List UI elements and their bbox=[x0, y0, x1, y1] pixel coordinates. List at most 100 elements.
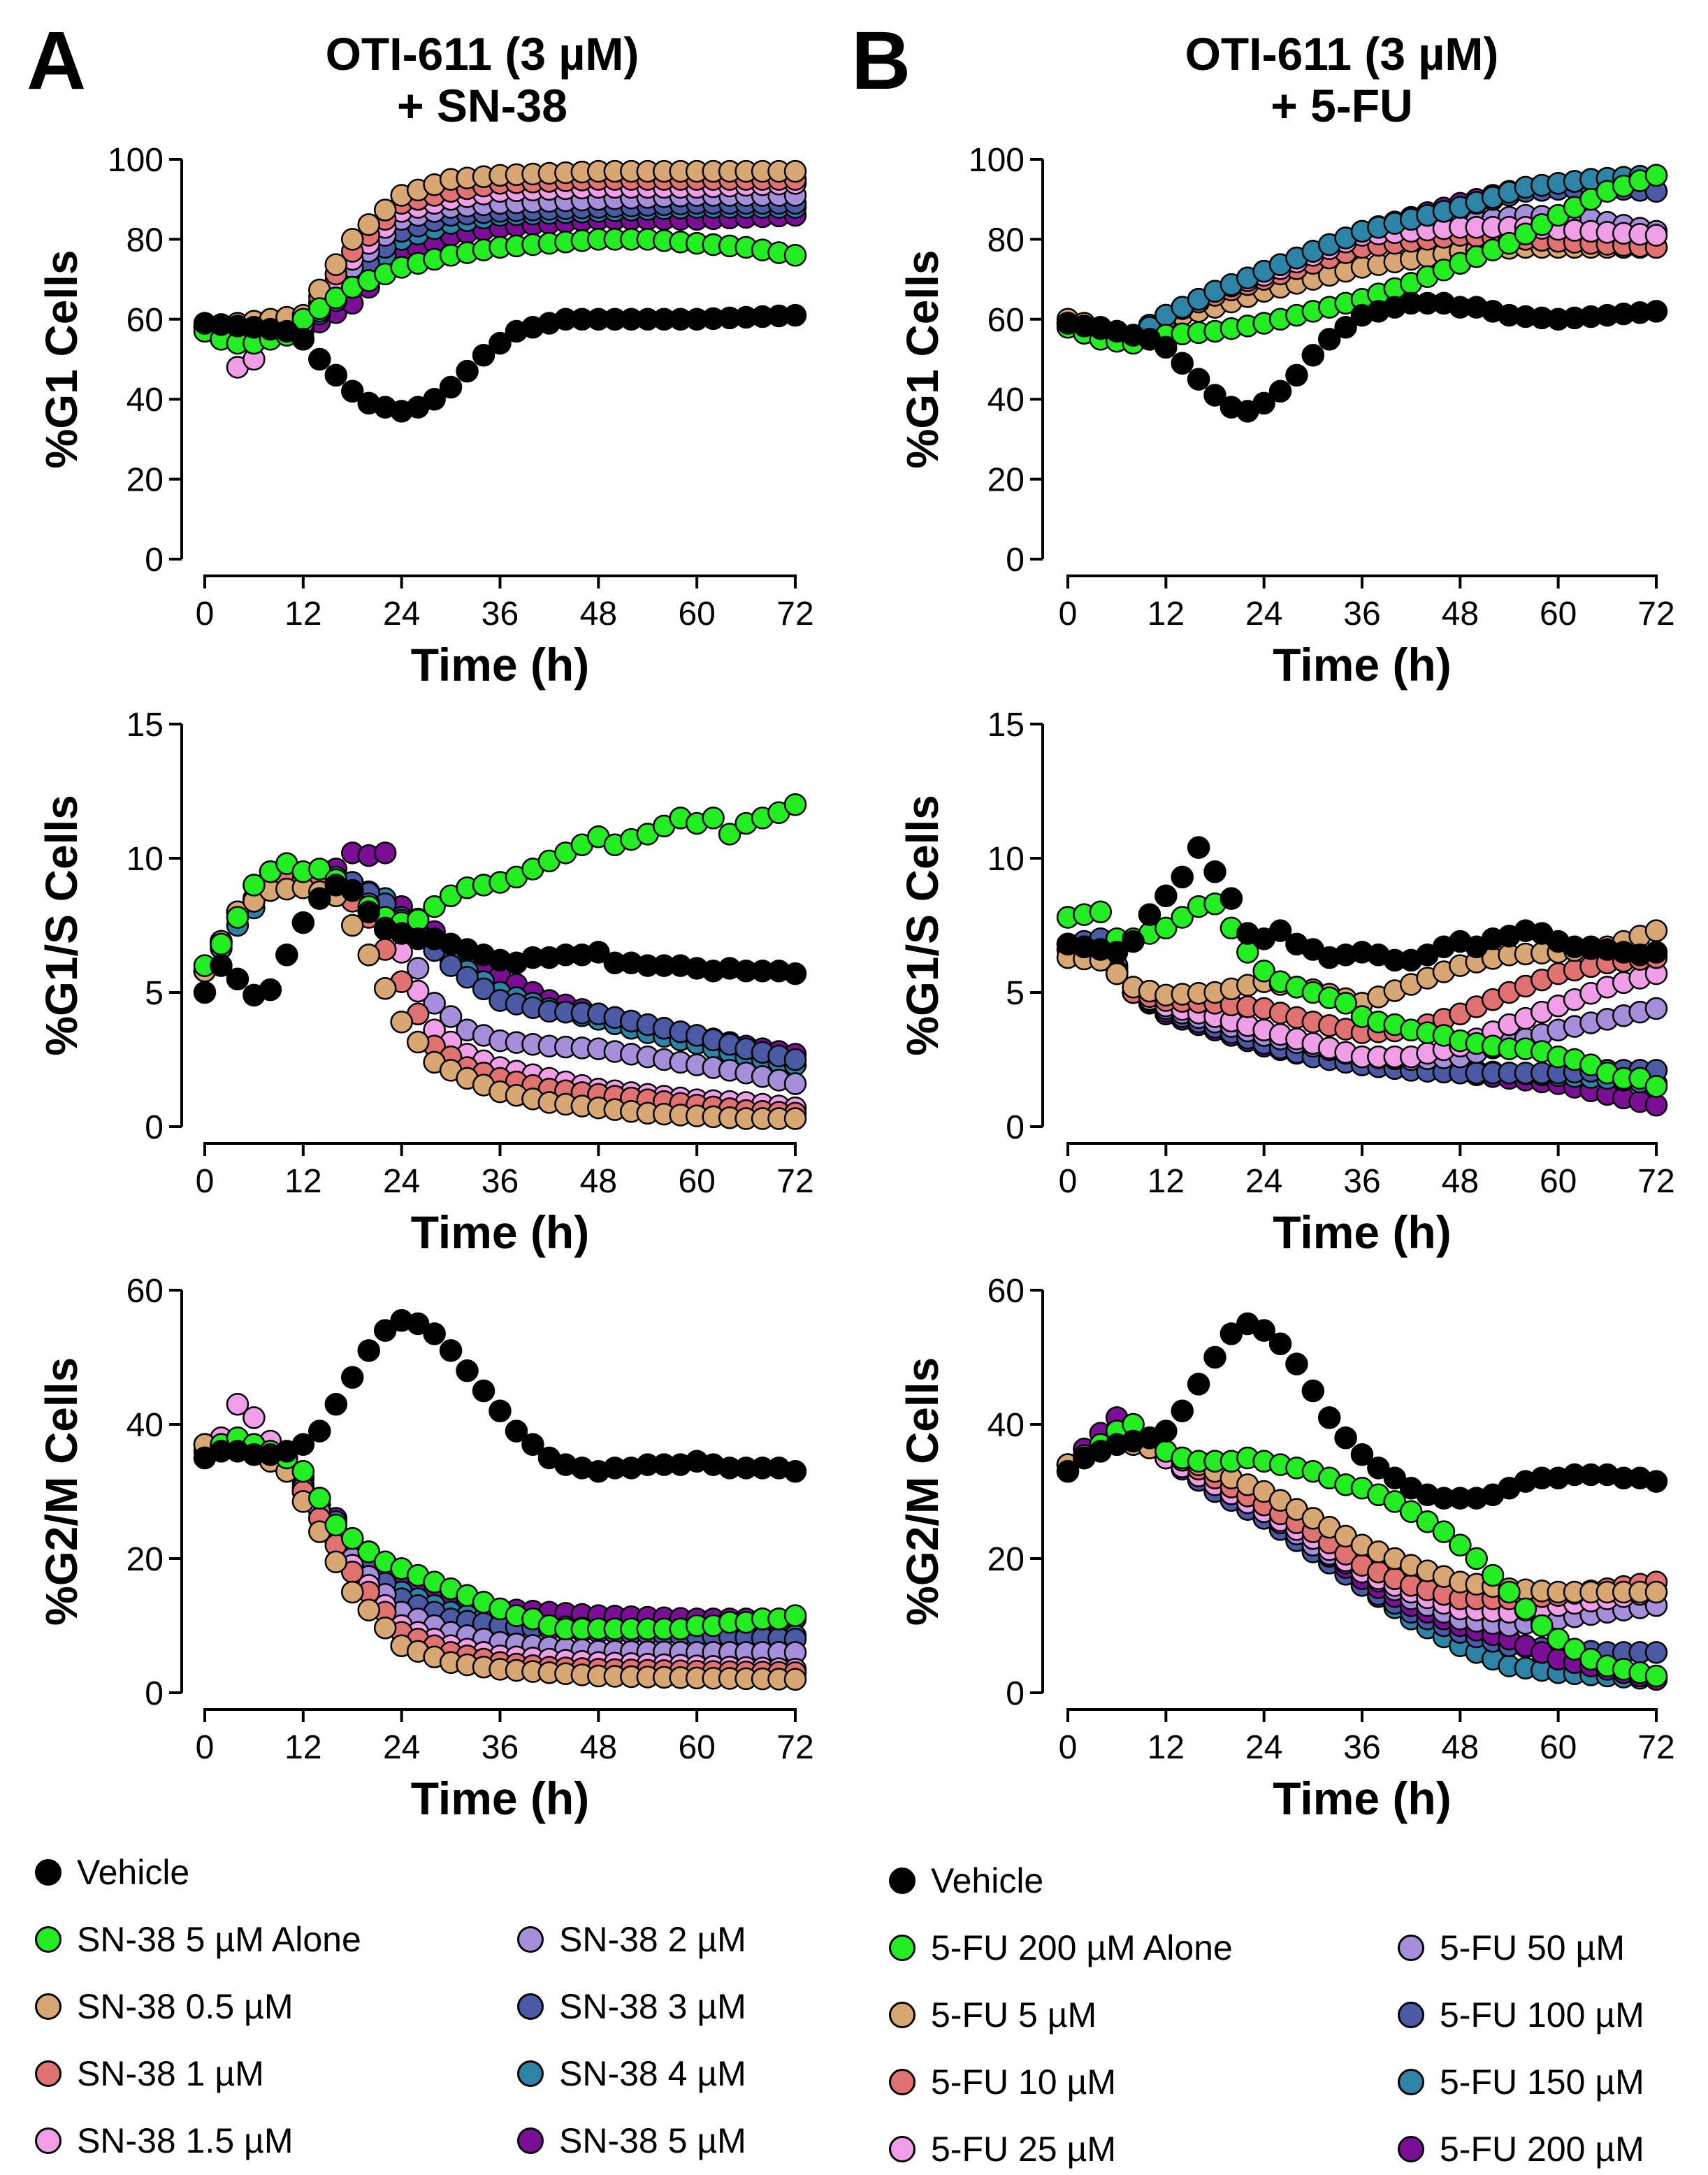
x-tick-label: 24 bbox=[383, 1729, 420, 1766]
data-point-5-fu-50-m bbox=[1644, 997, 1668, 1020]
legend-b-marker bbox=[889, 2002, 915, 2028]
legend-b-label: Vehicle bbox=[931, 1861, 1044, 1900]
x-tick-label: 36 bbox=[482, 1729, 519, 1766]
y-axis-label: %G1/S Cells bbox=[897, 795, 948, 1056]
data-point-sn-38-0-5-m bbox=[357, 213, 380, 236]
legend-b-item-vehicle: Vehicle bbox=[889, 1860, 1043, 1901]
data-point-sn-38-0-5-m bbox=[357, 1598, 380, 1621]
x-tick-label: 72 bbox=[1637, 595, 1674, 633]
data-point-5-fu-200-m-alone bbox=[1089, 900, 1113, 924]
y-tick-label: 0 bbox=[145, 1675, 164, 1712]
data-point-vehicle bbox=[1155, 884, 1178, 908]
data-point-vehicle bbox=[308, 347, 331, 371]
data-point-sn-38-0-5-m bbox=[373, 976, 397, 1000]
data-point-5-fu-200-m bbox=[1644, 1094, 1668, 1117]
x-axis-label: Time (h) bbox=[411, 1772, 589, 1824]
x-tick-label: 48 bbox=[1442, 595, 1479, 633]
legend-a-item-5: SN-38 5 µM bbox=[517, 2120, 746, 2161]
x-tick-label: 12 bbox=[284, 1163, 321, 1200]
x-tick-label: 24 bbox=[383, 595, 420, 633]
data-point-sn-38-5-m-alone bbox=[423, 895, 446, 918]
data-point-vehicle bbox=[1644, 300, 1668, 323]
x-tick-label: 48 bbox=[580, 595, 617, 633]
x-axis-label: Time (h) bbox=[411, 639, 589, 691]
data-point-vehicle bbox=[1383, 1466, 1407, 1490]
chart-b-g1s-percent-g1s: 0 5 10 15 0 12 24 36 48 60 72 Time (h) %G1/S Cells bbox=[897, 707, 1675, 1258]
legend-a-label: SN-38 0.5 µM bbox=[77, 1987, 294, 2026]
y-tick-label: 15 bbox=[126, 707, 164, 744]
data-point-sn-38-2-m bbox=[406, 957, 430, 980]
data-point-sn-38-5-m-alone bbox=[226, 906, 249, 929]
y-tick-label: 0 bbox=[1006, 542, 1025, 579]
y-tick-label: 15 bbox=[987, 707, 1025, 744]
legend-a-item-3: SN-38 3 µM bbox=[517, 1986, 746, 2027]
y-tick-label: 5 bbox=[145, 975, 164, 1012]
legend-a: Vehicle SN-38 5 µM Alone SN-38 0.5 µM SN… bbox=[35, 1852, 839, 2174]
data-point-vehicle bbox=[1268, 919, 1292, 942]
x-tick-label: 24 bbox=[1245, 1163, 1282, 1200]
x-tick-label: 36 bbox=[482, 595, 519, 633]
data-point-vehicle bbox=[1220, 1322, 1243, 1345]
data-point-sn-38-5-m-alone bbox=[783, 1604, 807, 1627]
data-point-vehicle bbox=[275, 943, 298, 967]
data-point-sn-38-2-m bbox=[423, 992, 446, 1015]
x-tick-label: 60 bbox=[1540, 1729, 1577, 1766]
x-tick-label: 24 bbox=[383, 1163, 420, 1200]
panel-b-title-line2: + 5-FU bbox=[1271, 80, 1413, 131]
data-point-5-fu-200-m-alone bbox=[1334, 992, 1357, 1015]
legend-a-item-0-5: SN-38 0.5 µM bbox=[35, 1986, 293, 2027]
data-point-vehicle bbox=[505, 1419, 528, 1443]
x-tick-label: 0 bbox=[1059, 595, 1078, 633]
y-tick-label: 5 bbox=[1006, 975, 1025, 1012]
chart-b-g1-percent-g1: 0 20 40 60 80 100 0 12 24 36 48 60 72 Time (h) %G1 Cel… bbox=[897, 142, 1675, 691]
data-point-vehicle bbox=[1334, 315, 1357, 339]
data-point-sn-38-1-5-m bbox=[226, 1392, 249, 1416]
data-point-sn-38-5-m-alone bbox=[324, 1513, 348, 1537]
legend-a-marker bbox=[35, 2127, 61, 2154]
data-point-vehicle bbox=[587, 941, 610, 964]
data-point-5-fu-200-m-alone bbox=[1481, 1563, 1505, 1587]
panel-letter-a: A bbox=[27, 15, 87, 107]
data-point-sn-38-5-m-alone bbox=[341, 1526, 364, 1550]
data-point-sn-38-5-m-alone bbox=[783, 244, 807, 267]
legend-b-item-100: 5-FU 100 µM bbox=[1398, 1995, 1644, 2035]
y-tick-label: 0 bbox=[145, 542, 164, 579]
data-point-vehicle bbox=[439, 375, 463, 399]
x-tick-label: 72 bbox=[1637, 1729, 1674, 1766]
data-point-vehicle bbox=[357, 900, 380, 924]
x-axis-label: Time (h) bbox=[1273, 1772, 1451, 1824]
data-point-sn-38-2-m bbox=[439, 1005, 463, 1028]
data-point-vehicle bbox=[1268, 380, 1292, 403]
legend-a-label: SN-38 1.5 µM bbox=[77, 2121, 294, 2160]
data-point-sn-38-3-m bbox=[456, 965, 479, 989]
legend-b-marker bbox=[1398, 2136, 1424, 2162]
panel-letter-b: B bbox=[851, 15, 911, 107]
data-point-5-fu-200-m-alone bbox=[1252, 960, 1275, 983]
panel-a-title-line1: OTI-611 (3 µM) bbox=[325, 28, 639, 80]
y-tick-label: 40 bbox=[126, 1407, 164, 1444]
data-point-vehicle bbox=[1301, 344, 1325, 367]
data-point-vehicle bbox=[1285, 1352, 1308, 1375]
x-tick-label: 60 bbox=[1540, 1163, 1577, 1200]
data-point-vehicle bbox=[1301, 1379, 1325, 1403]
y-tick-label: 40 bbox=[987, 382, 1025, 419]
panel-b-title-line1: OTI-611 (3 µM) bbox=[1185, 28, 1499, 80]
data-point-vehicle bbox=[1644, 941, 1668, 964]
legend-b-label: 5-FU 5 µM bbox=[931, 1995, 1097, 2035]
data-point-vehicle bbox=[423, 387, 446, 411]
x-tick-label: 48 bbox=[1442, 1729, 1479, 1766]
data-point-vehicle bbox=[324, 1392, 348, 1416]
data-point-vehicle bbox=[259, 978, 282, 1002]
data-point-sn-38-0-5-m bbox=[390, 1010, 413, 1034]
legend-b-label: 5-FU 50 µM bbox=[1440, 1928, 1625, 1967]
data-point-vehicle bbox=[291, 1433, 315, 1457]
y-tick-label: 80 bbox=[987, 222, 1025, 259]
data-point-vehicle bbox=[406, 1312, 430, 1336]
legend-a-label: Vehicle bbox=[77, 1853, 190, 1892]
y-tick-label: 60 bbox=[987, 302, 1025, 339]
data-point-vehicle bbox=[1203, 1345, 1226, 1369]
y-tick-label: 0 bbox=[1006, 1109, 1025, 1146]
x-tick-label: 24 bbox=[1245, 1729, 1282, 1766]
x-tick-label: 60 bbox=[678, 1729, 715, 1766]
data-point-vehicle bbox=[341, 380, 364, 403]
